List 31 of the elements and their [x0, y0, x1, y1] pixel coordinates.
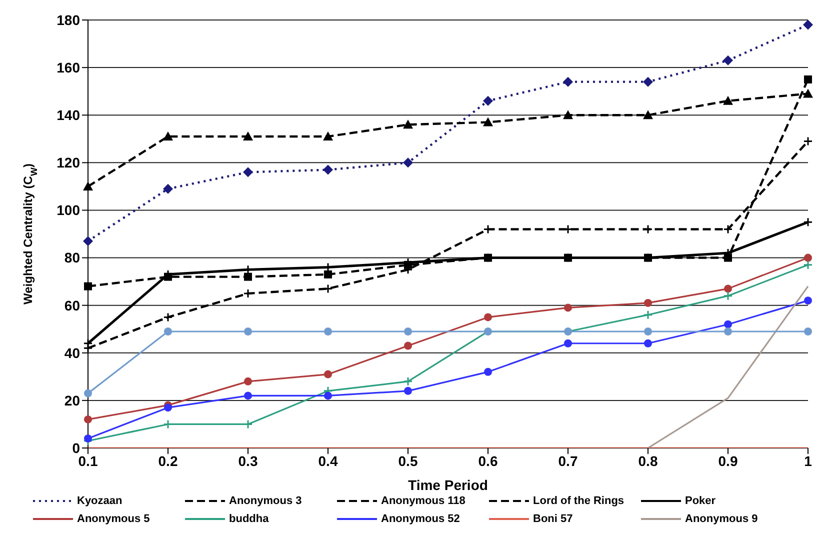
- x-tick-label: 0.3: [238, 452, 258, 469]
- legend-label: Kyozaan: [77, 495, 122, 507]
- y-tick-label: 160: [56, 60, 80, 76]
- x-tick-label: 0.9: [718, 452, 738, 469]
- x-tick-label: 0.8: [638, 452, 658, 469]
- legend-label: Lord of the Rings: [533, 495, 624, 507]
- legend-label: Boni 57: [533, 513, 573, 525]
- y-tick-label: 100: [56, 202, 80, 218]
- legend-label: Anonymous 9: [685, 513, 758, 525]
- x-tick-label: 0.1: [78, 452, 98, 469]
- x-tick-label: 0.2: [158, 452, 178, 469]
- legend-label: Poker: [685, 495, 716, 507]
- y-tick-label: 120: [56, 154, 80, 171]
- y-tick-label: 140: [56, 107, 80, 124]
- legend-label: Anonymous 52: [381, 513, 460, 525]
- legend-label: buddha: [229, 513, 269, 525]
- x-tick-label: 1: [804, 452, 812, 469]
- x-axis-title: Time Period: [408, 477, 488, 493]
- legend-label: Anonymous 5: [77, 513, 150, 525]
- y-tick-label: 0: [72, 440, 80, 456]
- x-tick-label: 0.4: [318, 452, 338, 469]
- x-tick-label: 0.5: [398, 452, 418, 469]
- y-tick-label: 80: [64, 250, 80, 266]
- y-tick-label: 40: [64, 344, 80, 361]
- x-tick-label: 0.6: [478, 452, 498, 469]
- y-tick-label: 60: [64, 297, 80, 314]
- y-tick-label: 180: [56, 12, 80, 28]
- x-tick-label: 0.7: [558, 452, 578, 469]
- legend-label: Anonymous 118: [381, 495, 466, 507]
- y-tick-label: 20: [64, 392, 80, 408]
- legend-label: Anonymous 3: [229, 495, 302, 507]
